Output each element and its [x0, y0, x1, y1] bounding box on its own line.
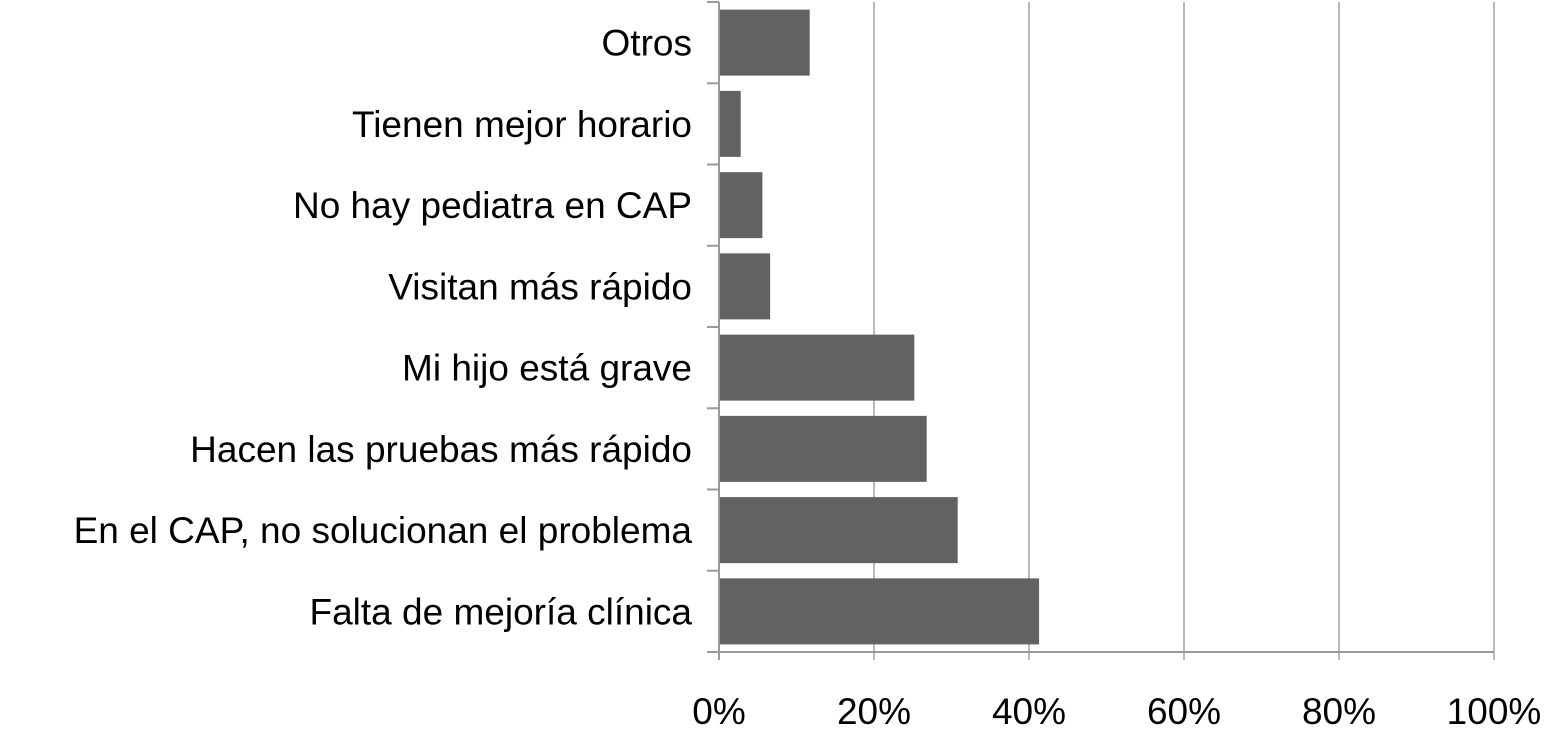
category-label-3: No hay pediatra en CAP	[293, 185, 692, 226]
bar-8	[719, 578, 1040, 645]
x-tick-label-60: 60%	[1147, 691, 1221, 731]
x-tick-label-20: 20%	[837, 691, 911, 731]
bars	[719, 9, 1040, 645]
x-tick-label-100: 100%	[1447, 691, 1542, 731]
grid-lines	[873, 2, 1495, 660]
category-label-7: En el CAP, no solucionan el problema	[74, 510, 693, 551]
x-tick-label-0: 0%	[692, 691, 745, 731]
bar-4	[719, 253, 771, 320]
category-label-5: Mi hijo está grave	[402, 348, 692, 389]
category-label-1: Otros	[602, 23, 692, 64]
bar-3	[719, 172, 763, 239]
bar-2	[719, 90, 741, 157]
bar-7	[719, 497, 958, 564]
x-tick-label-40: 40%	[992, 691, 1066, 731]
category-label-8: Falta de mejoría clínica	[309, 591, 692, 632]
bar-5	[719, 334, 915, 401]
category-label-2: Tienen mejor horario	[352, 104, 692, 145]
x-tick-labels: 0% 20% 40% 60% 80% 100%	[692, 691, 1541, 731]
bar-1	[719, 9, 810, 76]
axes	[707, 1, 1494, 660]
category-label-4: Visitan más rápido	[388, 266, 692, 307]
category-label-6: Hacen las pruebas más rápido	[190, 429, 692, 470]
x-tick-label-80: 80%	[1302, 691, 1376, 731]
category-labels: Otros Tienen mejor horario No hay pediatra…	[74, 23, 693, 633]
bar-6	[719, 415, 927, 482]
